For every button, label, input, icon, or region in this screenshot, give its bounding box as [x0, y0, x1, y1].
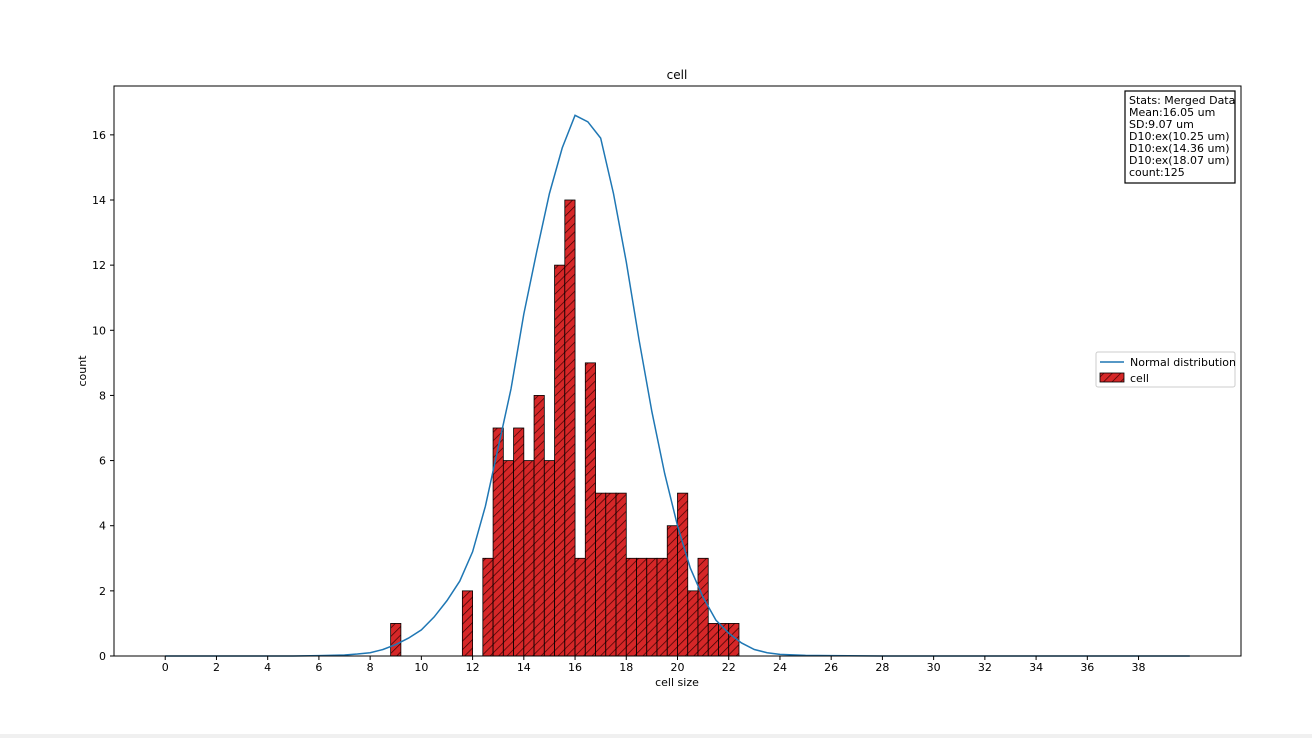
histogram-bar — [646, 557, 658, 657]
legend-frame — [1095, 351, 1236, 388]
stats-line: D10:ex(18.07 um) — [1129, 154, 1230, 167]
y-tick-label: 0 — [99, 650, 106, 663]
x-tick-label: 10 — [414, 661, 428, 674]
x-tick-label: 18 — [619, 661, 633, 674]
histogram-bar — [533, 395, 545, 657]
curve-layer — [165, 114, 1190, 657]
x-tick-label: 2 — [213, 661, 220, 674]
x-tick-label: 38 — [1132, 661, 1146, 674]
histogram-bar — [564, 199, 576, 657]
histogram-bar — [543, 460, 555, 657]
histogram-bar — [390, 623, 402, 657]
stats-line: D10:ex(10.25 um) — [1129, 130, 1230, 143]
bars-layer — [390, 199, 740, 657]
window-bottom-strip — [0, 734, 1312, 738]
histogram-bar — [636, 557, 648, 657]
stats-line: Stats: Merged Data — [1129, 94, 1235, 107]
histogram-bar — [595, 492, 607, 657]
x-tick-label: 6 — [315, 661, 322, 674]
legend-label-cell: cell — [1130, 372, 1149, 385]
normal-distribution-curve — [165, 114, 1190, 657]
y-tick-label: 6 — [99, 455, 106, 468]
histogram-bar — [687, 590, 699, 657]
stats-box: Stats: Merged Data Mean:16.05 um SD:9.07… — [1124, 90, 1236, 184]
y-tick-label: 4 — [99, 520, 106, 533]
histogram-bar — [584, 362, 596, 657]
x-tick-label: 22 — [722, 661, 736, 674]
y-tick-label: 16 — [92, 129, 106, 142]
histogram-bar — [625, 557, 637, 657]
histogram-bar — [574, 557, 586, 657]
x-tick-label: 28 — [875, 661, 889, 674]
histogram-bar — [482, 557, 494, 657]
y-axis-label: count — [76, 355, 89, 387]
x-tick-label: 20 — [671, 661, 685, 674]
histogram-bar — [523, 460, 535, 657]
y-tick-label: 8 — [99, 389, 106, 402]
legend-swatch-patch — [1099, 372, 1125, 383]
y-tick-label: 14 — [92, 194, 106, 207]
histogram-bar — [513, 427, 525, 657]
histogram-bar — [677, 492, 689, 657]
y-tick-label: 10 — [92, 324, 106, 337]
x-tick-label: 0 — [162, 661, 169, 674]
stats-line: SD:9.07 um — [1129, 118, 1194, 131]
stats-box-frame — [1124, 90, 1236, 184]
x-tick-label: 4 — [264, 661, 271, 674]
histogram-bar — [605, 492, 617, 657]
stats-line: D10:ex(14.36 um) — [1129, 142, 1230, 155]
x-tick-label: 14 — [517, 661, 531, 674]
x-tick-label: 36 — [1080, 661, 1094, 674]
x-tick-label: 32 — [978, 661, 992, 674]
x-tick-label: 8 — [367, 661, 374, 674]
histogram-bar — [615, 492, 627, 657]
chart-title: cell — [667, 68, 688, 82]
x-tick-label: 12 — [466, 661, 480, 674]
histogram-bar — [554, 264, 566, 657]
histogram-bar — [707, 623, 719, 657]
histogram-bar — [461, 590, 474, 657]
legend-label-normal: Normal distribution — [1130, 356, 1236, 369]
x-tick-label: 34 — [1029, 661, 1043, 674]
histogram-bar — [666, 525, 678, 657]
y-axis: 0 2 4 6 8 10 12 14 16 — [92, 129, 114, 663]
stats-line: Mean:16.05 um — [1129, 106, 1215, 119]
legend: Normal distribution cell — [1095, 351, 1236, 388]
histogram-bar — [697, 557, 709, 657]
stats-line: count:125 — [1129, 166, 1185, 179]
histogram-bar — [502, 460, 514, 657]
y-tick-label: 12 — [92, 259, 106, 272]
y-tick-label: 2 — [99, 585, 106, 598]
x-tick-label: 24 — [773, 661, 787, 674]
x-axis: 0 2 4 6 8 10 12 14 16 18 20 22 24 26 28 30 32 34 36 38 — [162, 656, 1146, 674]
x-tick-label: 30 — [927, 661, 941, 674]
x-axis-label: cell size — [655, 676, 699, 689]
x-tick-label: 16 — [568, 661, 582, 674]
x-tick-label: 26 — [824, 661, 838, 674]
histogram-bar — [656, 557, 668, 657]
